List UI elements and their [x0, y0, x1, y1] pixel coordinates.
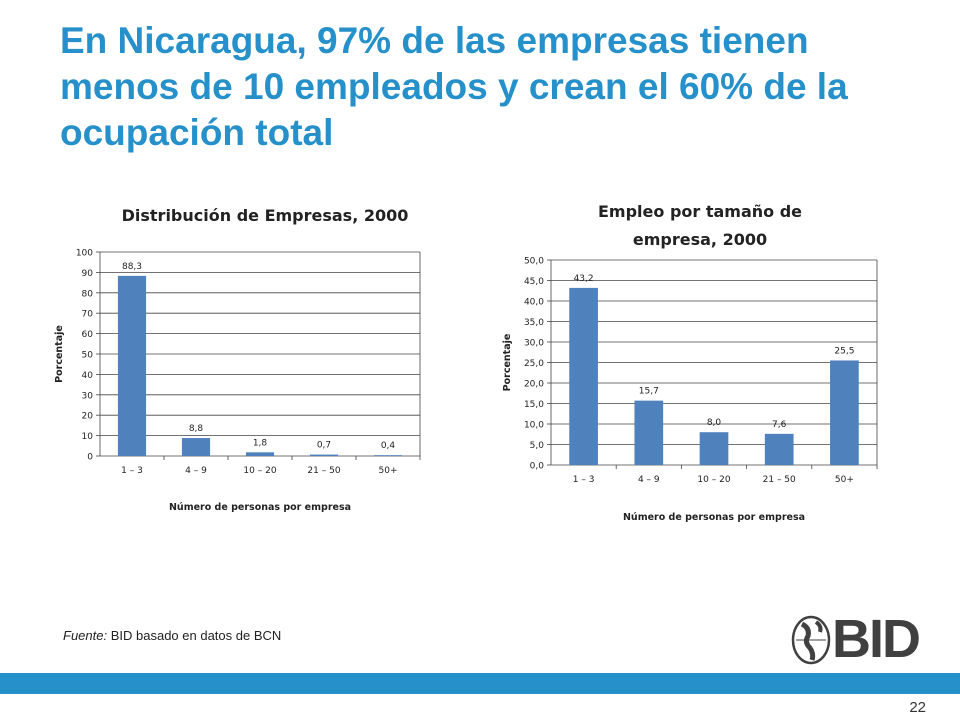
y-tick-label: 10,0 — [524, 421, 544, 431]
x-tick-label: 21 – 50 — [763, 475, 796, 485]
page-number: 22 — [909, 699, 926, 716]
x-tick-label: 50+ — [379, 466, 398, 476]
y-axis-title: Porcentaje — [502, 334, 513, 392]
data-label: 8,8 — [189, 424, 204, 434]
chart-empleo-tamano: Empleo por tamaño de empresa, 2000 0,0 5,… — [490, 192, 890, 532]
y-tick-label: 70 — [82, 310, 94, 320]
y-tick-label: 100 — [76, 249, 93, 259]
y-tick-label: 25,0 — [524, 359, 544, 369]
data-label: 8,0 — [707, 418, 722, 428]
y-tick-label: 20,0 — [524, 380, 544, 390]
y-tick-label: 10 — [82, 432, 94, 442]
y-tick-label: 45,0 — [524, 277, 544, 287]
x-tick-label: 10 – 20 — [697, 475, 730, 485]
chart-title: Empleo por tamaño de empresa, 2000 — [597, 202, 803, 249]
bar — [309, 454, 339, 456]
bar — [699, 432, 729, 465]
y-tick-label: 50 — [82, 351, 94, 361]
globe-icon — [791, 615, 831, 665]
bar — [830, 360, 859, 465]
bid-logo: BID — [790, 609, 930, 669]
y-tick-label: 15,0 — [524, 400, 544, 410]
x-tick-label: 50+ — [835, 475, 854, 485]
bar — [117, 275, 147, 456]
y-tick-label: 60 — [82, 330, 94, 340]
y-tick-label: 90 — [82, 269, 94, 279]
bar — [764, 433, 794, 465]
y-tick-label: 0 — [87, 453, 93, 463]
data-label: 1,8 — [253, 438, 268, 448]
source-note: Fuente: BID basado en datos de BCN — [63, 628, 281, 643]
y-tick-label: 20 — [82, 412, 94, 422]
data-label: 0,7 — [317, 441, 331, 451]
chart-svg: 0 10 20 30 40 50 60 70 80 90 100 88,3 1 – 3 8,8 4 – 9 1… — [54, 249, 421, 513]
chart-svg: 0,0 5,0 10,0 15,0 20,0 25,0 30,0 35,0 40,0 45,0 50… — [502, 257, 878, 523]
chart-title: Distribución de Empresas, 2000 — [121, 206, 409, 225]
bar — [181, 438, 211, 456]
y-tick-label: 0,0 — [530, 462, 545, 472]
data-label: 88,3 — [122, 262, 142, 272]
y-tick-label: 50,0 — [524, 257, 544, 267]
logo-text: BID — [832, 609, 921, 669]
x-tick-label: 10 – 20 — [243, 466, 276, 476]
footer-bar — [0, 673, 960, 694]
data-label: 15,7 — [639, 387, 659, 397]
chart-distribucion-empresas: Distribución de Empresas, 2000 0 10 20 30 40… — [50, 200, 440, 520]
data-label: 0,4 — [381, 441, 396, 451]
y-tick-label: 40,0 — [524, 298, 544, 308]
bar — [569, 287, 598, 465]
x-tick-label: 4 – 9 — [638, 475, 660, 485]
y-tick-label: 35,0 — [524, 318, 544, 328]
x-tick-label: 21 – 50 — [307, 466, 340, 476]
data-label: 43,2 — [574, 274, 594, 284]
y-axis-title: Porcentaje — [54, 325, 65, 383]
bar — [634, 400, 664, 465]
bar — [373, 455, 403, 456]
bar — [245, 452, 275, 456]
x-tick-label: 1 – 3 — [573, 475, 595, 485]
data-label: 7,6 — [772, 420, 787, 430]
source-text: BID basado en datos de BCN — [110, 628, 282, 643]
x-tick-label: 4 – 9 — [185, 466, 207, 476]
y-tick-label: 30,0 — [524, 339, 544, 349]
x-tick-label: 1 – 3 — [121, 466, 143, 476]
y-tick-label: 5,0 — [530, 441, 545, 451]
source-label: Fuente: — [63, 628, 108, 643]
x-axis-title: Número de personas por empresa — [623, 512, 805, 523]
y-tick-label: 40 — [82, 371, 94, 381]
y-tick-label: 30 — [82, 391, 94, 401]
y-tick-label: 80 — [82, 289, 94, 299]
slide-title: En Nicaragua, 97% de las empresas tienen… — [60, 20, 848, 153]
data-label: 25,5 — [834, 346, 854, 356]
x-axis-title: Número de personas por empresa — [169, 502, 351, 513]
